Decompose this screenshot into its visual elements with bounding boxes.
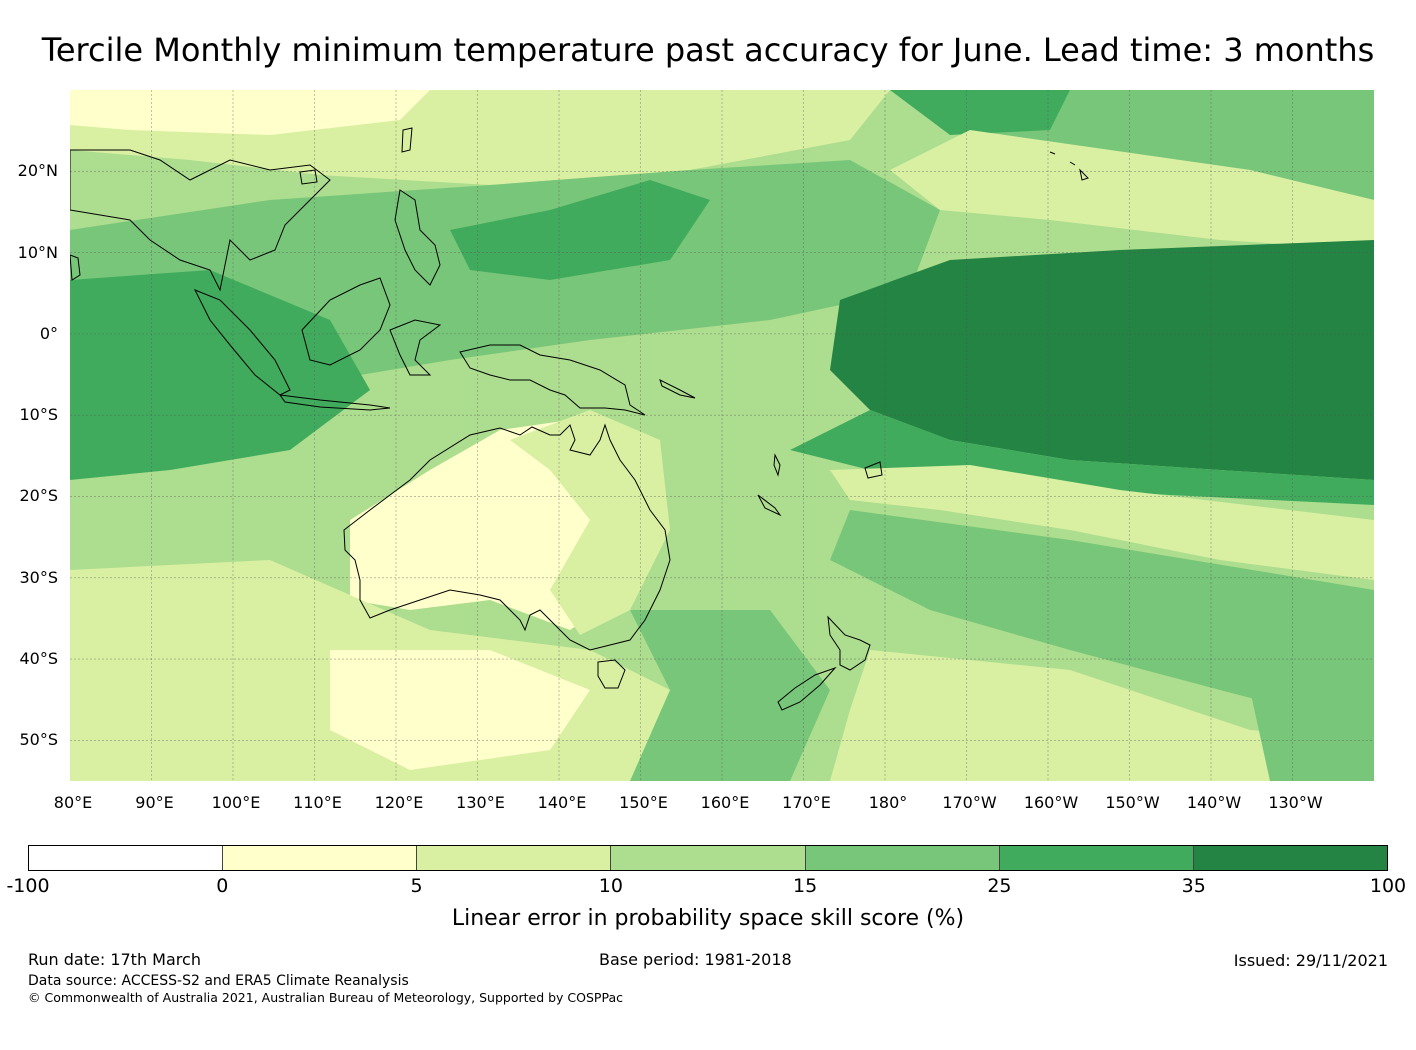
longitude-label: 130°E	[456, 793, 505, 812]
coastline-tasmania	[597, 659, 626, 689]
longitude-label: 170°E	[782, 793, 831, 812]
longitude-label: 150°W	[1105, 793, 1160, 812]
skill-score-map-canvas	[70, 90, 1374, 781]
skill-region-indian-ocean-dark	[70, 270, 370, 480]
skill-region-pacific-green-edge	[790, 410, 1374, 505]
coastline-taiwan	[401, 127, 413, 153]
longitude-label: 100°E	[211, 793, 261, 812]
base-period: Base period: 1981-2018	[599, 950, 792, 969]
colorbar-segment	[29, 846, 224, 870]
latitude-label: 10°N	[17, 242, 58, 262]
skill-region-south-pacific-green	[830, 510, 1374, 730]
colorbar-tick-label: 100	[1369, 875, 1407, 897]
coastline-vanuatu	[773, 453, 781, 477]
skill-region-northeast-light-band	[890, 130, 1374, 250]
coastline-borneo	[301, 277, 391, 366]
coastline-indochina	[70, 149, 331, 292]
colorbar-tick-label: 35	[1181, 875, 1206, 897]
colorbar	[28, 845, 1388, 871]
colorbar-tick-label: 15	[793, 875, 818, 897]
colorbar-segment	[611, 846, 806, 870]
coastline-new-zealand-north	[827, 615, 871, 671]
longitude-label: 80°E	[53, 793, 93, 812]
colorbar-segment	[999, 846, 1194, 870]
coastline-hawaii	[1049, 151, 1089, 181]
coastline-new-zealand-south	[777, 666, 837, 711]
colorbar-label: Linear error in probability space skill …	[451, 906, 965, 931]
coastline-philippines	[394, 189, 441, 286]
longitude-label: 160°E	[700, 793, 750, 812]
latitude-label: 10°S	[19, 405, 58, 425]
latitude-label: 40°S	[19, 649, 58, 669]
colorbar-segment	[805, 846, 1000, 870]
coastline-sri-lanka	[70, 254, 81, 281]
latitude-label: 50°S	[19, 730, 58, 750]
coastline-solomon-islands	[659, 379, 696, 399]
skill-field	[70, 90, 1374, 781]
longitude-label: 110°E	[293, 793, 342, 812]
skill-region-southeast-light	[830, 650, 1374, 781]
latitude-label: 20°N	[17, 161, 58, 181]
colorbar-tick-label: 5	[410, 875, 423, 897]
longitude-label: 150°E	[619, 793, 668, 812]
skill-region-north-pale	[70, 90, 430, 135]
skill-region-pacific-dark-band	[830, 240, 1374, 480]
colorbar-segment	[1193, 846, 1387, 870]
coastline-hainan	[299, 169, 318, 185]
longitude-label: 140°W	[1186, 793, 1242, 812]
longitude-label: 130°W	[1268, 793, 1323, 812]
skill-region-southeast-green	[1250, 690, 1374, 781]
skill-region-philippines-dark	[450, 180, 710, 280]
colorbar-tick-label: 0	[216, 875, 229, 897]
colorbar-tick-label: 25	[987, 875, 1012, 897]
colorbar-segment	[223, 846, 418, 870]
skill-region-southern-pale	[330, 650, 590, 770]
skill-score-map	[70, 90, 1374, 781]
colorbar-tick-label: -100	[6, 875, 50, 897]
longitude-label: 180°	[868, 793, 908, 812]
latitude-label: 0°	[39, 323, 58, 343]
coastline-java	[278, 394, 391, 411]
colorbar-tick-label: 10	[598, 875, 623, 897]
colorbar-segment	[417, 846, 612, 870]
latitude-label: 30°S	[19, 567, 58, 587]
skill-region-australia-light	[510, 410, 670, 635]
skill-region-northeast-dark	[890, 90, 1070, 135]
copyright-notice: © Commonwealth of Australia 2021, Austra…	[28, 990, 623, 1005]
longitude-label: 170°W	[942, 793, 997, 812]
coastlines	[70, 127, 1089, 711]
skill-region-tasman-green	[630, 610, 830, 781]
coastline-sumatra	[193, 289, 291, 396]
skill-region-south-pacific-light	[830, 465, 1374, 580]
coastline-sulawesi	[389, 319, 442, 376]
data-source: Data source: ACCESS-S2 and ERA5 Climate …	[28, 973, 409, 989]
map-title: Tercile Monthly minimum temperature past…	[41, 31, 1375, 69]
coastline-new-caledonia	[757, 494, 782, 517]
coastline-new-guinea	[459, 344, 646, 416]
latitude-label: 20°S	[19, 486, 58, 506]
longitude-label: 120°E	[374, 793, 424, 812]
longitude-label: 140°E	[537, 793, 587, 812]
coastline-fiji	[864, 461, 883, 479]
issued-date: Issued: 29/11/2021	[1233, 951, 1388, 970]
coastline-australia	[343, 423, 671, 651]
longitude-label: 90°E	[135, 793, 174, 812]
run-date: Run date: 17th March	[28, 950, 201, 969]
longitude-label: 160°W	[1023, 793, 1079, 812]
